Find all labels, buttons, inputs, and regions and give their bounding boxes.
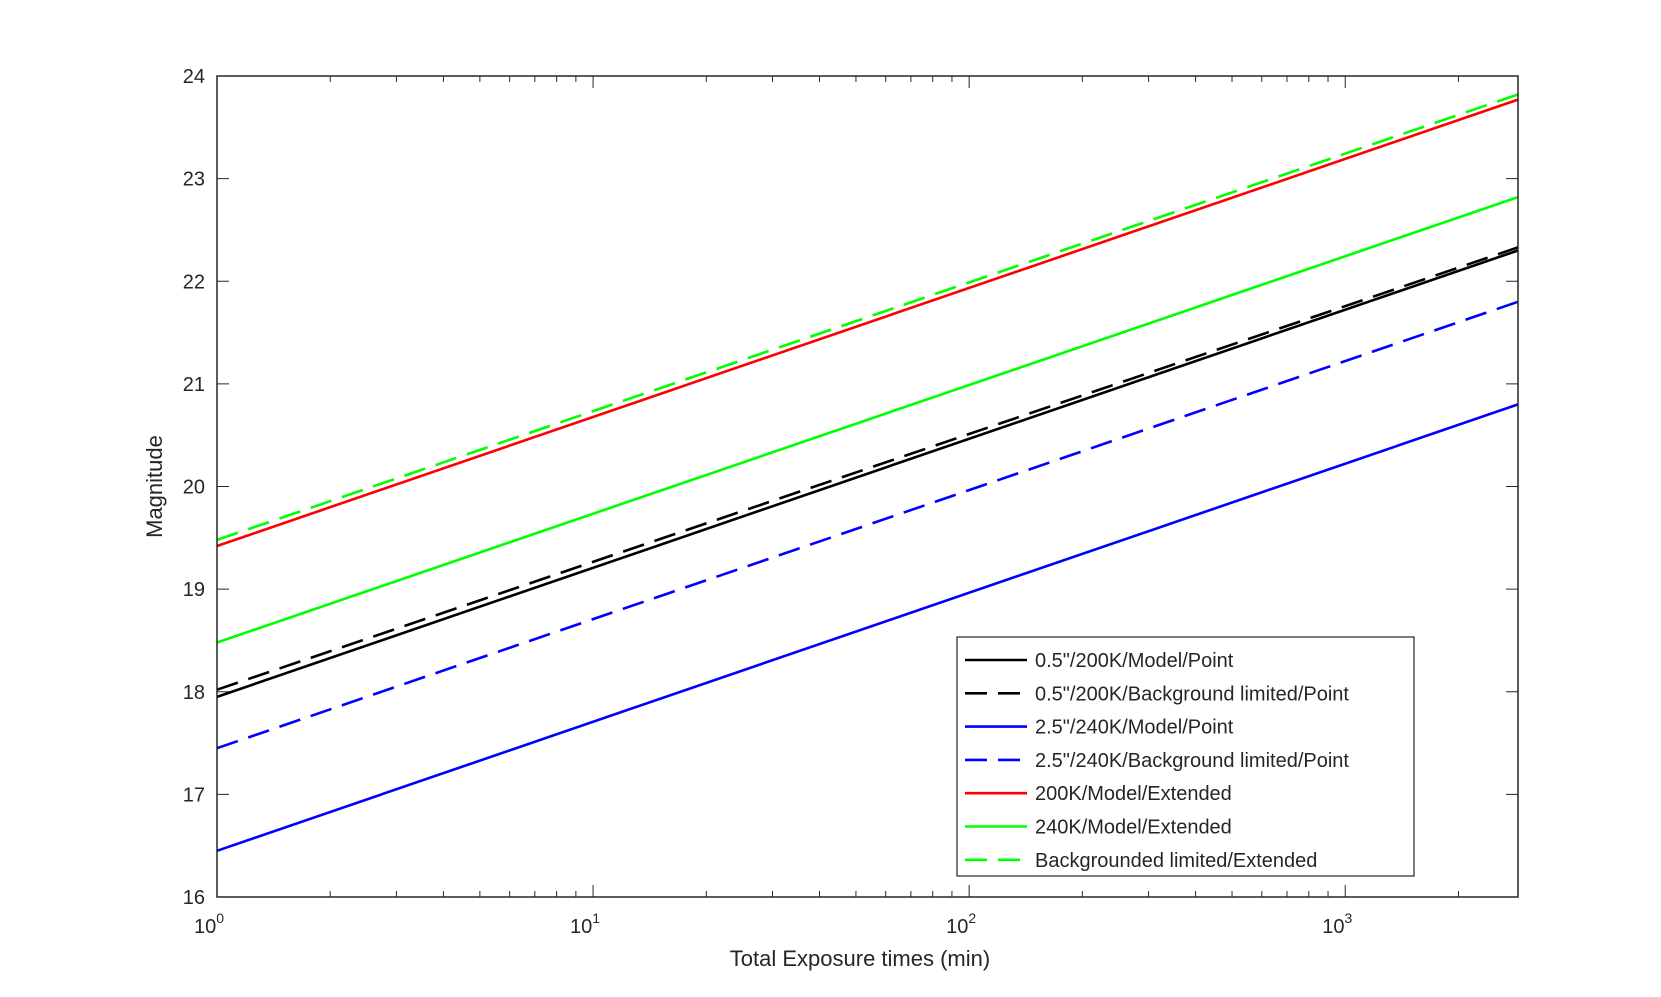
series-line-5 <box>216 98 1519 548</box>
x-axis-label: Total Exposure times (min) <box>730 946 990 971</box>
series-line-3 <box>216 403 1519 853</box>
minor-ticks <box>329 76 1459 897</box>
x-tick-base: 10 <box>1322 916 1344 938</box>
y-tick-label-2: 18 <box>183 682 205 704</box>
axes-box <box>216 75 1519 898</box>
legend-label-1: 0.5"/200K/Model/Point <box>1035 650 1234 672</box>
x-tick-base: 10 <box>194 916 216 938</box>
legend: 0.5"/200K/Model/Point 0.5"/200K/Backgroun… <box>956 636 1415 877</box>
x-tick-label-3: 103 <box>1322 910 1352 938</box>
legend-label-5: 200K/Model/Extended <box>1035 783 1232 805</box>
y-tick-label-8: 24 <box>183 66 205 88</box>
legend-label-4: 2.5"/240K/Background limited/Point <box>1035 750 1349 772</box>
y-tick-label-6: 22 <box>183 271 205 293</box>
x-tick-exponent: 1 <box>592 910 600 926</box>
series-lines <box>216 93 1519 853</box>
y-tick-label-1: 17 <box>183 784 205 806</box>
x-tick-label-1: 101 <box>570 910 600 938</box>
y-tick-label-0: 16 <box>183 887 205 909</box>
legend-label-2: 0.5"/200K/Background limited/Point <box>1035 683 1349 705</box>
legend-box <box>956 636 1415 877</box>
series-line-1 <box>216 249 1519 699</box>
legend-label-7: Backgrounded limited/Extended <box>1035 850 1317 872</box>
x-tick-label-2: 102 <box>946 910 976 938</box>
y-axis-label: Magnitude <box>142 435 167 538</box>
x-tick-label-0: 100 <box>194 910 224 938</box>
y-tick-label-3: 19 <box>183 579 205 601</box>
legend-label-6: 240K/Model/Extended <box>1035 817 1232 839</box>
x-tick-base: 10 <box>946 916 968 938</box>
y-tick-label-4: 20 <box>183 477 205 499</box>
axes-frame <box>216 75 1519 898</box>
x-tick-exponent: 0 <box>216 910 224 926</box>
x-tick-labels: 100 101 102 103 <box>194 910 1352 938</box>
x-tick-base: 10 <box>570 916 592 938</box>
y-tick-label-5: 21 <box>183 374 205 396</box>
y-tick-labels: 16 17 18 19 20 21 22 23 24 <box>183 66 205 909</box>
series-line-6 <box>216 195 1519 644</box>
x-tick-exponent: 2 <box>968 910 976 926</box>
y-tick-label-7: 23 <box>183 169 205 191</box>
x-tick-exponent: 3 <box>1344 910 1352 926</box>
legend-label-3: 2.5"/240K/Model/Point <box>1035 717 1234 739</box>
